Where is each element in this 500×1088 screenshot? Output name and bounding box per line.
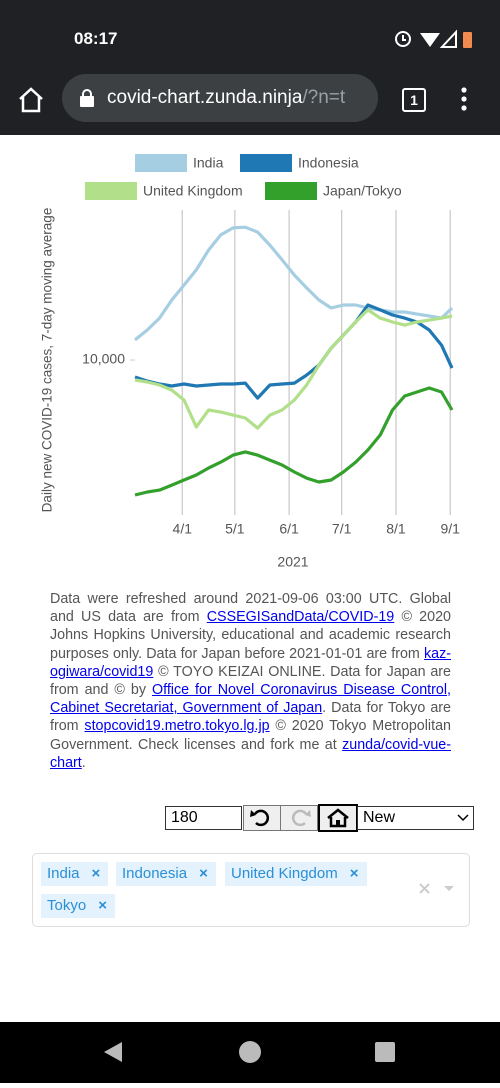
browser-chrome: 08:17 covid-chart.zunda.ninja/?n=t 1 bbox=[0, 0, 500, 135]
x-tick-label: 9/1 bbox=[441, 521, 461, 537]
chart: Daily new COVID-19 cases, 7-day moving a… bbox=[40, 154, 461, 570]
legend-label: Japan/Tokyo bbox=[323, 183, 402, 199]
address-bar[interactable]: covid-chart.zunda.ninja/?n=t bbox=[62, 74, 378, 122]
x-tick-label: 4/1 bbox=[173, 521, 193, 537]
notice-text: . bbox=[81, 754, 86, 771]
tag-label: India bbox=[47, 865, 80, 882]
tag-remove[interactable]: × bbox=[98, 897, 107, 914]
tab-count[interactable]: 1 bbox=[402, 88, 426, 112]
url-host: covid-chart.zunda.ninja bbox=[107, 87, 303, 108]
source-link[interactable]: kaz-ogiwara/covid19 bbox=[50, 645, 451, 680]
redo-button[interactable] bbox=[280, 805, 318, 831]
x-axis-label: 2021 bbox=[277, 554, 308, 570]
tag-label: Indonesia bbox=[122, 865, 188, 882]
selected-tag[interactable]: Indonesia × bbox=[116, 862, 216, 886]
legend-swatch bbox=[135, 154, 187, 172]
mode-select[interactable]: New bbox=[357, 806, 474, 830]
undo-button[interactable] bbox=[243, 805, 281, 831]
x-tick-label: 6/1 bbox=[279, 521, 299, 537]
notice-text: Data were refreshed around 2021-09-06 03… bbox=[50, 591, 451, 626]
notice-text: © TOYO KEIZAI ONLINE. Data for Japan are… bbox=[50, 663, 451, 699]
tag-label: United Kingdom bbox=[231, 865, 338, 882]
series-line bbox=[134, 308, 453, 430]
y-axis-label: Daily new COVID-19 cases, 7-day moving a… bbox=[40, 208, 55, 513]
series-line bbox=[133, 225, 454, 342]
legend-swatch bbox=[240, 154, 292, 172]
lock-icon bbox=[80, 89, 94, 107]
selected-tag[interactable]: Tokyo × bbox=[41, 894, 115, 918]
source-link[interactable]: CSSEGISandData/COVID-19 bbox=[206, 609, 395, 626]
legend-label: United Kingdom bbox=[143, 183, 243, 199]
data-notice: Data were refreshed around 2021-09-06 03… bbox=[50, 590, 451, 772]
legend-label: Indonesia bbox=[298, 155, 359, 171]
selector-controls bbox=[419, 883, 454, 894]
tag-label: Tokyo bbox=[47, 897, 87, 914]
y-tick-label: 10,000 bbox=[82, 351, 125, 367]
tag-remove[interactable]: × bbox=[199, 865, 208, 882]
status-icons bbox=[395, 29, 472, 48]
notice-text: © 2020 Johns Hopkins University, educati… bbox=[50, 609, 451, 662]
selected-tag[interactable]: United Kingdom × bbox=[225, 862, 367, 886]
nav-buttons[interactable] bbox=[0, 1022, 500, 1083]
reset-button[interactable] bbox=[318, 804, 358, 832]
tag-remove[interactable]: × bbox=[349, 865, 359, 882]
url-path: /?n=t bbox=[302, 87, 346, 108]
notice-text: © 2020 Tokyo Metropolitan Government. Ch… bbox=[50, 718, 451, 753]
x-tick-label: 7/1 bbox=[332, 521, 352, 537]
legend-label: India bbox=[193, 155, 224, 171]
x-tick-label: 8/1 bbox=[386, 521, 406, 537]
days-input[interactable]: 180 bbox=[165, 806, 242, 830]
status-time: 08:17 bbox=[74, 29, 118, 48]
menu-button[interactable] bbox=[456, 86, 472, 112]
selected-tag[interactable]: India × bbox=[41, 862, 109, 886]
notice-text: . Data for Tokyo are from bbox=[50, 700, 451, 735]
x-tick-label: 5/1 bbox=[225, 521, 245, 537]
source-link[interactable]: zunda/covid-vue-chart bbox=[50, 736, 451, 771]
home-button[interactable] bbox=[17, 86, 45, 114]
tag-remove[interactable]: × bbox=[91, 865, 101, 882]
legend-swatch bbox=[85, 182, 137, 200]
source-link[interactable]: stopcovid19.metro.tokyo.lg.jp bbox=[84, 718, 270, 735]
legend-swatch bbox=[265, 182, 317, 200]
country-selector[interactable]: India × Indonesia × United Kingdom × Tokyo × bbox=[32, 853, 470, 927]
nav-bar bbox=[0, 1022, 500, 1083]
mode-value: New bbox=[363, 809, 396, 826]
source-link[interactable]: Office for Novel Coronavirus Disease Con… bbox=[50, 682, 451, 717]
series-line bbox=[134, 303, 454, 400]
series-line bbox=[134, 386, 454, 497]
